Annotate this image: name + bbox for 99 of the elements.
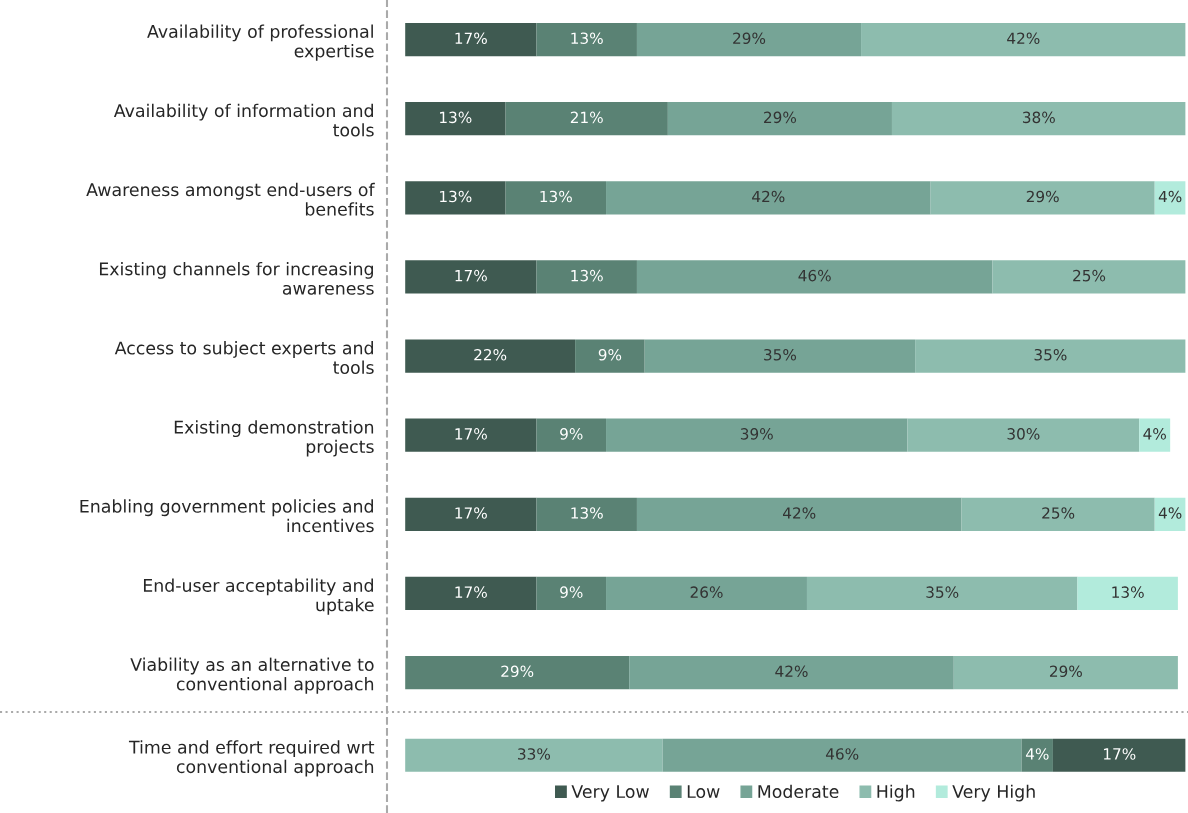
legend-label: High bbox=[877, 784, 915, 802]
bar bbox=[536, 418, 607, 452]
data-label: 4% bbox=[1025, 748, 1049, 760]
bar bbox=[405, 339, 576, 373]
data-label: 39% bbox=[740, 428, 773, 440]
y-tick-label: Availability of professional expertise bbox=[147, 24, 374, 61]
bar bbox=[662, 738, 1022, 772]
bar bbox=[536, 260, 637, 294]
y-tick-label: Availability of information and tools bbox=[113, 103, 374, 137]
bar bbox=[405, 260, 537, 294]
y-tick-label: Access to subject experts and tools bbox=[114, 341, 374, 374]
bar bbox=[536, 576, 607, 611]
bar bbox=[405, 576, 537, 611]
data-label: 13% bbox=[540, 190, 572, 203]
data-label: 17% bbox=[455, 586, 487, 598]
y-tick-label: Viability as an alternative to conventional approach bbox=[130, 657, 374, 694]
legend-label: Very Low bbox=[571, 785, 649, 802]
bar bbox=[629, 656, 954, 690]
bar bbox=[1139, 418, 1171, 452]
bar bbox=[405, 656, 630, 690]
data-label: 13% bbox=[571, 32, 603, 44]
bar bbox=[606, 181, 931, 215]
bar bbox=[636, 260, 993, 294]
bar bbox=[575, 339, 645, 373]
bar bbox=[861, 22, 1186, 57]
bar bbox=[606, 576, 807, 611]
bar bbox=[1077, 576, 1178, 611]
bar bbox=[644, 339, 916, 373]
bar bbox=[961, 497, 1155, 531]
data-label: 9% bbox=[560, 428, 583, 440]
legend-label: Moderate bbox=[758, 784, 839, 799]
data-label: 17% bbox=[455, 32, 487, 44]
bar bbox=[891, 102, 1186, 136]
bar bbox=[536, 22, 637, 57]
data-label: 29% bbox=[733, 32, 766, 44]
bar bbox=[636, 497, 962, 531]
data-label: 17% bbox=[1103, 748, 1136, 760]
data-label: 4% bbox=[1158, 190, 1182, 203]
bar bbox=[1052, 738, 1186, 772]
y-tick-label: Existing channels for increasing awareness bbox=[99, 261, 374, 295]
bar bbox=[405, 22, 537, 57]
bar bbox=[505, 181, 607, 215]
legend-label: Very High bbox=[952, 784, 1035, 802]
bar bbox=[405, 181, 506, 215]
data-label: 13% bbox=[571, 507, 603, 519]
data-label: 46% bbox=[825, 748, 859, 760]
data-label: 35% bbox=[1034, 348, 1067, 361]
data-label: 35% bbox=[926, 586, 959, 598]
bar bbox=[405, 497, 537, 531]
data-label: 9% bbox=[560, 586, 583, 598]
data-label: 22% bbox=[474, 348, 507, 361]
data-label: 38% bbox=[1022, 111, 1055, 124]
data-label: 29% bbox=[501, 665, 534, 678]
bar bbox=[505, 102, 668, 136]
data-label: 13% bbox=[1112, 586, 1144, 598]
data-label: 17% bbox=[455, 428, 487, 440]
data-label: 21% bbox=[570, 111, 603, 124]
data-label: 42% bbox=[752, 190, 785, 203]
y-tick-label: Existing demonstration projects bbox=[174, 420, 374, 457]
data-label: 29% bbox=[1026, 190, 1059, 203]
bar bbox=[405, 102, 506, 136]
data-label: 42% bbox=[1007, 32, 1040, 44]
legend-label: Low bbox=[687, 785, 720, 799]
data-label: 29% bbox=[764, 111, 797, 124]
data-label: 17% bbox=[455, 269, 487, 282]
bar bbox=[405, 738, 663, 772]
data-label: 17% bbox=[455, 507, 487, 519]
bar bbox=[806, 576, 1078, 611]
data-label: 25% bbox=[1073, 269, 1106, 282]
y-tick-label: Enabling government policies and incentives bbox=[80, 499, 374, 533]
bar bbox=[930, 181, 1155, 215]
bar bbox=[667, 102, 892, 136]
bar bbox=[992, 260, 1186, 294]
y-tick-label: Time and effort required wrt conventional approach bbox=[128, 740, 375, 777]
y-tick-label: End-user acceptability and uptake bbox=[143, 578, 374, 615]
data-label: 46% bbox=[798, 269, 831, 282]
data-label: 35% bbox=[764, 348, 797, 361]
bar bbox=[405, 418, 537, 452]
data-label: 13% bbox=[571, 269, 603, 282]
bar bbox=[907, 418, 1140, 452]
data-label: 26% bbox=[690, 586, 723, 598]
y-tick-label: Awareness amongst end-users of benefits bbox=[86, 182, 375, 216]
bar bbox=[536, 497, 637, 531]
data-label: 4% bbox=[1158, 507, 1182, 519]
data-label: 42% bbox=[775, 665, 808, 678]
data-label: 30% bbox=[1007, 428, 1040, 440]
data-label: 4% bbox=[1143, 428, 1166, 440]
data-label: 9% bbox=[598, 348, 622, 361]
data-label: 13% bbox=[440, 190, 472, 203]
data-label: 13% bbox=[440, 111, 472, 124]
bar bbox=[606, 418, 908, 452]
bar bbox=[1021, 738, 1053, 772]
data-label: 25% bbox=[1042, 507, 1075, 519]
data-label: 42% bbox=[783, 507, 816, 519]
bar bbox=[636, 22, 862, 57]
bar bbox=[915, 339, 1186, 373]
data-label: 33% bbox=[518, 748, 551, 760]
bar bbox=[953, 656, 1178, 690]
data-label: 29% bbox=[1049, 665, 1082, 678]
